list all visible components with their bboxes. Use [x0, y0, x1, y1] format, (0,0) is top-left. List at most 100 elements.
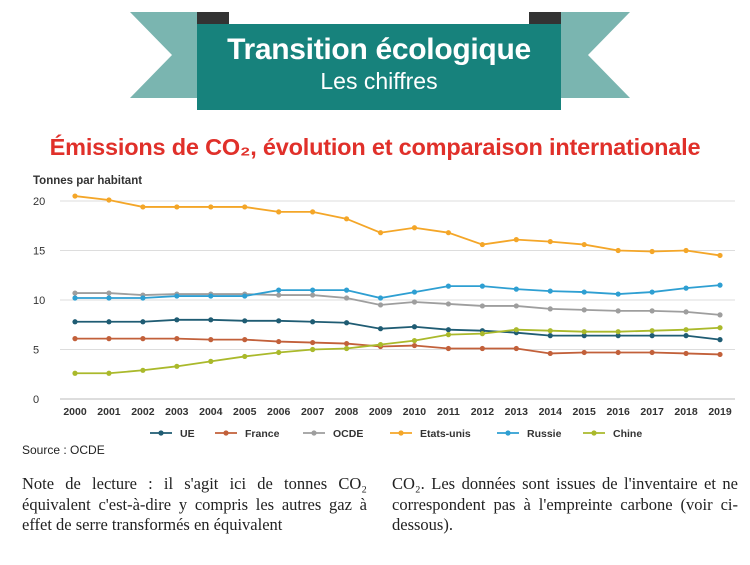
data-point	[208, 337, 214, 343]
data-point	[581, 241, 587, 248]
data-point	[106, 336, 112, 342]
x-tick-label: 2010	[403, 406, 427, 418]
x-tick-label: 2015	[573, 406, 597, 418]
data-point	[174, 317, 180, 323]
data-point	[377, 230, 384, 236]
data-point	[72, 295, 78, 301]
data-point	[547, 288, 553, 294]
data-point	[683, 327, 689, 333]
data-point	[445, 327, 452, 333]
y-tick-label: 10	[33, 295, 45, 307]
data-point	[479, 241, 485, 248]
data-point	[276, 209, 282, 215]
data-point	[242, 204, 248, 210]
data-point	[615, 329, 621, 335]
data-point	[445, 345, 452, 352]
data-point	[683, 309, 689, 315]
data-point	[445, 230, 452, 236]
data-point	[479, 331, 485, 337]
banner-title: Transition écologique	[227, 33, 531, 66]
data-point	[615, 291, 621, 297]
data-point	[310, 346, 316, 353]
data-point	[174, 204, 180, 210]
data-point	[683, 247, 689, 254]
data-point	[174, 293, 180, 299]
data-point	[411, 299, 418, 305]
data-point	[377, 341, 384, 348]
data-point	[717, 312, 723, 318]
data-point	[445, 283, 452, 289]
data-point	[411, 337, 418, 344]
y-tick-label: 0	[33, 394, 39, 406]
data-point	[717, 282, 723, 288]
data-point	[343, 295, 350, 301]
legend-marker	[505, 430, 511, 436]
x-tick-label: 2009	[369, 406, 393, 418]
data-point	[683, 333, 689, 339]
data-point	[310, 287, 316, 293]
data-point	[310, 319, 316, 325]
data-point	[208, 293, 214, 299]
banner-subtitle: Les chiffres	[320, 68, 438, 94]
data-point	[208, 204, 214, 210]
legend-label: Etats-unis	[420, 428, 471, 440]
data-point	[343, 287, 350, 293]
data-point	[547, 333, 553, 339]
x-tick-label: 2002	[131, 406, 155, 418]
banner-box: Transition écologique Les chiffres	[197, 24, 561, 110]
legend-marker	[398, 430, 404, 436]
data-point	[649, 349, 655, 356]
data-point	[140, 336, 146, 342]
data-point	[377, 302, 384, 308]
data-point	[717, 252, 723, 259]
data-point	[174, 363, 180, 369]
data-point	[479, 283, 485, 289]
data-point	[547, 306, 553, 312]
data-point	[242, 353, 248, 360]
y-tick-label: 15	[33, 246, 45, 258]
data-point	[717, 325, 723, 331]
data-point	[547, 238, 553, 245]
series-line	[75, 284, 721, 299]
data-point	[581, 333, 587, 339]
data-point	[242, 293, 248, 299]
data-point	[377, 295, 384, 301]
ribbon-right-fold	[529, 12, 561, 24]
series-line	[75, 292, 721, 316]
chart-svg: Tonnes par habitant 0 5 10 15 20 2000 2001 2002 2…	[33, 175, 735, 440]
data-point	[72, 290, 78, 296]
data-point	[310, 339, 316, 346]
legend-label: Russie	[527, 428, 562, 440]
data-point	[106, 290, 112, 296]
data-point	[717, 337, 723, 343]
data-point	[72, 193, 78, 199]
data-point	[411, 342, 418, 349]
x-tick-label: 2013	[505, 406, 529, 418]
legend-marker	[158, 430, 164, 436]
data-point	[445, 332, 452, 338]
data-point	[581, 329, 587, 335]
x-tick-label: 2001	[97, 406, 121, 418]
x-tick-label: 2017	[640, 406, 664, 418]
data-point	[140, 204, 146, 210]
x-tick-label: 2018	[674, 406, 698, 418]
x-tick-label: 2003	[165, 406, 189, 418]
data-point	[276, 338, 282, 345]
data-point	[581, 289, 587, 295]
legend-marker	[591, 430, 597, 436]
data-point	[479, 345, 485, 352]
y-tick-label: 20	[33, 196, 45, 208]
data-point	[343, 340, 350, 347]
reading-note-right: CO₂. Les données sont issues de l'invent…	[392, 474, 738, 534]
series-line	[75, 337, 721, 356]
chart-title: Émissions de CO₂, évolution et comparais…	[49, 134, 701, 160]
legend-marker	[223, 430, 229, 436]
x-tick-label: 2008	[335, 406, 359, 418]
data-point	[140, 367, 146, 373]
data-point	[377, 326, 384, 332]
banner: Transition écologique Les chiffres	[0, 0, 750, 120]
data-point	[479, 303, 485, 309]
reading-note-left: Note de lecture : il s'agit ici de tonne…	[22, 474, 367, 534]
data-point	[581, 349, 587, 356]
data-point	[547, 328, 553, 334]
